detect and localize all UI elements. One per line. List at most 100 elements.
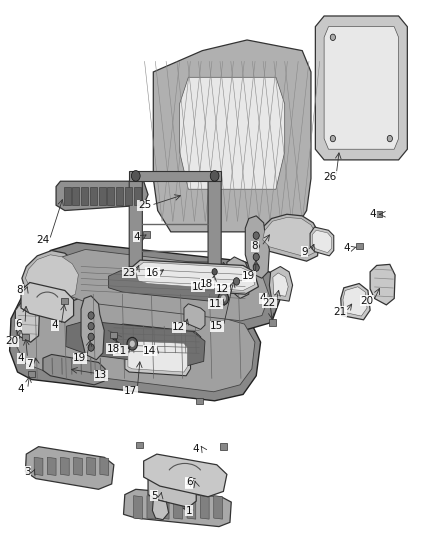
Polygon shape — [269, 319, 276, 326]
Text: 19: 19 — [242, 271, 255, 281]
Polygon shape — [125, 187, 132, 205]
Text: 9: 9 — [301, 247, 308, 256]
Polygon shape — [228, 270, 244, 290]
Polygon shape — [43, 354, 105, 385]
Circle shape — [210, 171, 219, 181]
Text: 24: 24 — [36, 235, 49, 245]
Polygon shape — [136, 442, 143, 448]
Polygon shape — [81, 187, 88, 205]
Polygon shape — [263, 217, 317, 257]
Text: 12: 12 — [172, 322, 185, 332]
Text: 14: 14 — [143, 346, 156, 356]
Polygon shape — [160, 496, 169, 519]
Circle shape — [88, 333, 94, 341]
Text: 5: 5 — [151, 491, 158, 500]
Polygon shape — [180, 77, 285, 189]
Circle shape — [253, 232, 259, 239]
Polygon shape — [53, 249, 269, 321]
Polygon shape — [25, 447, 114, 489]
Polygon shape — [129, 266, 221, 282]
Polygon shape — [143, 231, 150, 238]
Polygon shape — [10, 289, 261, 401]
Polygon shape — [99, 187, 106, 205]
Polygon shape — [214, 496, 223, 519]
Polygon shape — [129, 181, 142, 282]
Text: 8: 8 — [16, 285, 23, 295]
Text: 17: 17 — [124, 386, 137, 396]
Polygon shape — [22, 334, 29, 340]
Circle shape — [88, 312, 94, 319]
Text: 16: 16 — [146, 268, 159, 278]
Polygon shape — [72, 187, 79, 205]
Polygon shape — [134, 496, 142, 519]
Text: 7: 7 — [26, 359, 33, 368]
Text: 20: 20 — [6, 336, 19, 346]
Polygon shape — [343, 287, 367, 316]
Circle shape — [330, 34, 336, 41]
Polygon shape — [110, 332, 117, 338]
Text: 4: 4 — [186, 479, 193, 489]
Polygon shape — [148, 469, 196, 507]
Polygon shape — [273, 273, 288, 296]
Polygon shape — [25, 255, 78, 298]
Polygon shape — [227, 257, 250, 298]
Polygon shape — [310, 227, 334, 256]
Polygon shape — [100, 457, 109, 475]
Polygon shape — [153, 40, 311, 232]
Polygon shape — [134, 187, 141, 205]
Polygon shape — [34, 457, 43, 475]
Polygon shape — [315, 16, 407, 160]
Polygon shape — [110, 261, 223, 273]
Polygon shape — [312, 230, 332, 253]
Polygon shape — [81, 296, 104, 360]
Circle shape — [212, 269, 217, 275]
Text: 21: 21 — [333, 307, 346, 317]
Polygon shape — [173, 496, 182, 519]
Polygon shape — [245, 216, 269, 278]
Polygon shape — [109, 271, 223, 301]
Polygon shape — [129, 171, 221, 181]
Circle shape — [387, 135, 392, 142]
Text: 6: 6 — [15, 319, 22, 329]
Polygon shape — [116, 187, 123, 205]
Circle shape — [233, 278, 240, 285]
Polygon shape — [112, 324, 201, 364]
Polygon shape — [64, 187, 71, 205]
Polygon shape — [107, 187, 114, 205]
Text: 25: 25 — [138, 200, 151, 210]
Circle shape — [88, 322, 94, 330]
Polygon shape — [187, 496, 196, 519]
Text: 18: 18 — [106, 344, 120, 353]
Polygon shape — [184, 304, 205, 329]
Polygon shape — [17, 294, 255, 392]
Polygon shape — [341, 284, 370, 320]
Circle shape — [218, 292, 229, 305]
Text: 23: 23 — [123, 268, 136, 278]
Polygon shape — [152, 500, 169, 520]
Polygon shape — [15, 301, 39, 342]
Text: 3: 3 — [24, 467, 31, 477]
Text: 26: 26 — [323, 172, 336, 182]
Circle shape — [253, 243, 259, 250]
Text: 4: 4 — [18, 353, 25, 363]
Text: 12: 12 — [216, 284, 229, 294]
Circle shape — [253, 253, 259, 261]
Circle shape — [130, 341, 135, 347]
Polygon shape — [220, 443, 227, 450]
Text: 4: 4 — [18, 384, 25, 394]
Polygon shape — [370, 264, 395, 305]
Text: 20: 20 — [360, 296, 374, 305]
Text: 11: 11 — [114, 346, 127, 356]
Text: 22: 22 — [263, 298, 276, 308]
Text: 11: 11 — [209, 299, 222, 309]
Polygon shape — [259, 214, 320, 261]
Polygon shape — [56, 181, 148, 211]
Polygon shape — [66, 321, 205, 367]
Text: 4: 4 — [370, 209, 377, 219]
Polygon shape — [124, 489, 231, 527]
Text: 8: 8 — [251, 241, 258, 251]
Circle shape — [127, 337, 138, 350]
Polygon shape — [47, 457, 56, 475]
Text: 19: 19 — [73, 353, 86, 363]
Text: 15: 15 — [210, 321, 223, 331]
